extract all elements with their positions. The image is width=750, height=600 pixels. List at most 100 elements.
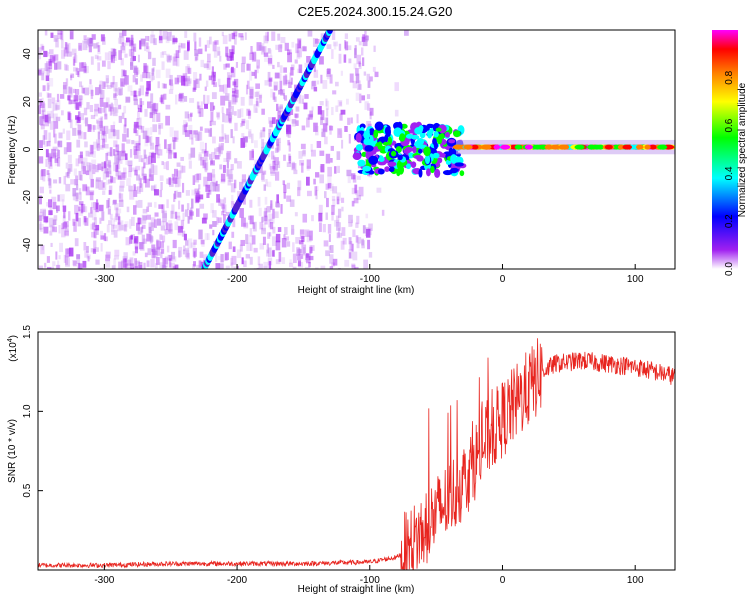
heat-cell [356, 54, 362, 65]
heat-cell [100, 116, 104, 127]
heat-cell [158, 204, 164, 209]
heat-cell [114, 154, 120, 165]
heat-cell [215, 183, 220, 192]
heat-cell [187, 42, 190, 52]
heat-cell [87, 37, 92, 45]
heat-cell [43, 226, 49, 234]
heat-cell [184, 31, 188, 38]
heat-cell [48, 68, 52, 73]
heat-cell [168, 224, 171, 234]
heat-cell [107, 198, 111, 207]
heat-cell [136, 69, 140, 74]
heat-cell [54, 133, 57, 144]
heat-cell [193, 261, 196, 267]
heat-cell [217, 256, 221, 261]
heat-cell [264, 80, 269, 86]
heat-cell [52, 55, 56, 63]
heat-cell [346, 169, 352, 177]
heat-cell [62, 222, 68, 229]
heat-cell [176, 162, 181, 167]
heat-cell [103, 233, 107, 242]
heat-cell [343, 54, 347, 63]
heat-cell [329, 266, 334, 269]
heat-cell [99, 80, 103, 86]
heat-cell [88, 212, 93, 218]
heat-cell [144, 41, 147, 52]
heat-cell [96, 199, 99, 210]
heat-cell [256, 101, 260, 108]
heat-cell [64, 63, 68, 71]
heat-cell [209, 153, 212, 160]
heat-cell [146, 233, 151, 242]
heat-cell [267, 232, 271, 239]
heat-cell [269, 221, 274, 230]
heat-cell [335, 215, 340, 223]
heat-cell [185, 122, 188, 127]
heat-cell [265, 179, 268, 187]
heat-cell [266, 249, 269, 257]
heat-cell [261, 227, 266, 235]
heat-cell [152, 248, 158, 258]
heat-cell [297, 38, 302, 49]
heat-cell [47, 93, 52, 98]
heat-cell [387, 136, 393, 146]
heat-cell [110, 51, 113, 62]
heat-cell [357, 159, 366, 167]
heat-cell [86, 162, 91, 172]
heat-cell [153, 219, 157, 229]
heat-cell [78, 188, 82, 195]
heat-cell [136, 222, 140, 231]
heat-cell [63, 81, 67, 90]
x-tick-label: 0 [500, 575, 506, 586]
heat-cell [145, 135, 149, 143]
heat-cell [194, 41, 197, 51]
heat-cell [178, 94, 183, 102]
heat-cell [187, 67, 192, 74]
heat-cell [286, 113, 289, 121]
heat-cell [122, 258, 127, 268]
heat-cell [39, 214, 43, 221]
heat-cell [99, 84, 102, 94]
heat-cell [142, 72, 148, 79]
heat-cell [90, 223, 94, 230]
heat-cell [288, 155, 292, 164]
heat-cell [194, 49, 199, 57]
heat-cell [377, 168, 385, 175]
heat-cell [268, 128, 272, 134]
heat-cell [358, 61, 361, 67]
heat-cell [51, 148, 57, 159]
heat-cell [287, 49, 290, 56]
heat-cell [286, 241, 291, 247]
x-tick-label: 100 [627, 575, 644, 586]
heat-cell [211, 92, 217, 100]
heat-cell [348, 58, 352, 64]
heat-cell [149, 112, 153, 119]
heat-cell [236, 161, 242, 169]
heat-cell [317, 106, 322, 115]
heat-cell [93, 240, 97, 248]
heat-cell [177, 191, 182, 198]
heat-cell [161, 161, 164, 166]
heat-cell [116, 150, 119, 156]
heat-cell [201, 217, 207, 224]
heat-cell [216, 113, 220, 120]
heat-cell [185, 190, 190, 196]
heat-cell [103, 181, 107, 191]
heat-cell [161, 204, 165, 214]
heat-cell [326, 108, 329, 117]
heat-cell [319, 166, 323, 172]
heat-cell [140, 226, 144, 233]
heat-cell [174, 137, 179, 142]
heat-cell [355, 92, 360, 101]
heat-cell [310, 81, 316, 90]
heat-cell [323, 240, 329, 247]
heat-cell [246, 108, 250, 116]
heat-cell [76, 116, 81, 124]
heat-cell [39, 221, 42, 231]
heat-cell [75, 115, 79, 120]
heat-cell [181, 230, 186, 237]
heat-cell [153, 189, 159, 196]
heat-cell [173, 168, 178, 177]
heat-cell [97, 62, 101, 71]
heat-cell [95, 177, 101, 182]
